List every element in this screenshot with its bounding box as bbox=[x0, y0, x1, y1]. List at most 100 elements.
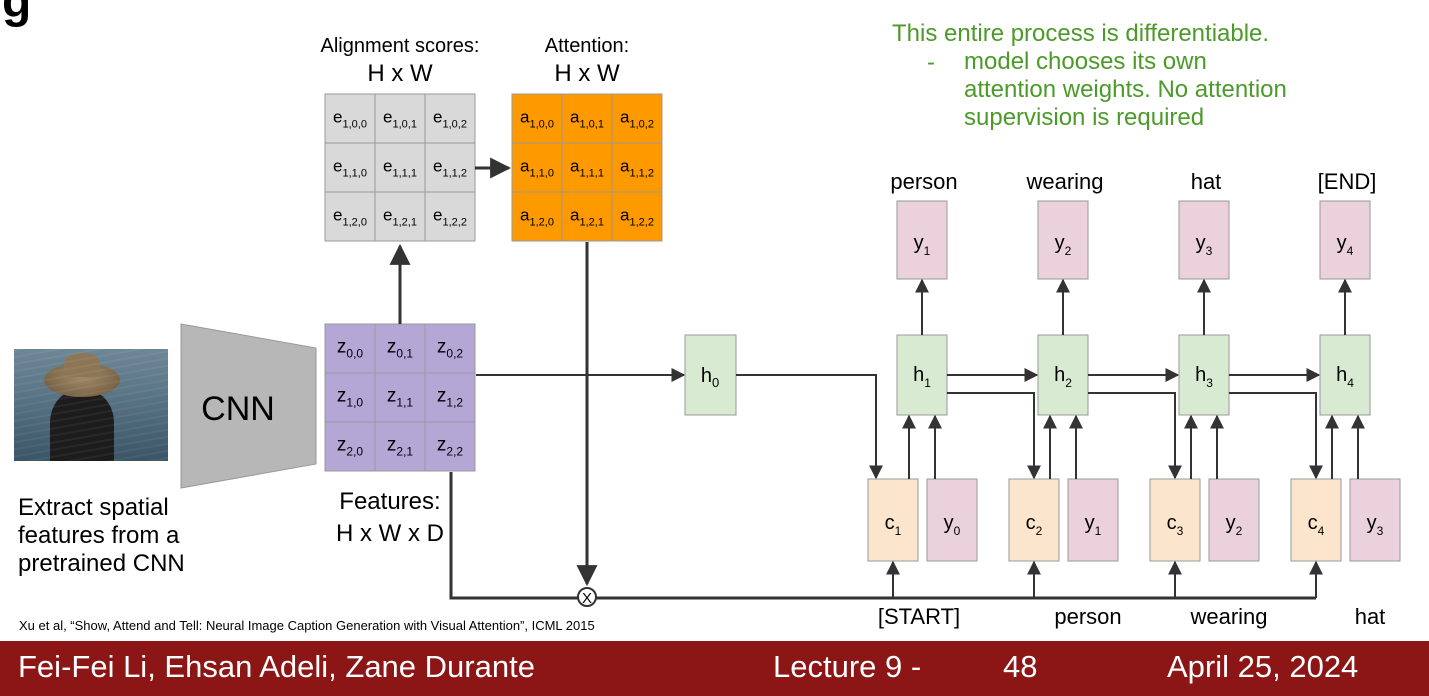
features-cell bbox=[324, 421, 376, 472]
decoder-steps: h1 y1 person c1 y0 [START] h2 y2 wearing c2 y1 pers… bbox=[867, 169, 1401, 629]
note-line-1: This entire process is differentiable. bbox=[892, 20, 1270, 47]
output-word: hat bbox=[1191, 169, 1222, 194]
features-cell bbox=[374, 323, 426, 374]
slide-title-fragment: g bbox=[2, 0, 32, 28]
input-token-box bbox=[1067, 478, 1119, 562]
arrow-hidden-to-next-context bbox=[1229, 392, 1323, 480]
extract-line-1: Extract spatial bbox=[18, 494, 169, 521]
hidden-state-label: h1 bbox=[913, 364, 931, 390]
alignment-cell-label: e1,2,2 bbox=[433, 206, 467, 229]
features-grid: z0,0 z0,1 z0,2 z1,0 z1,1 z1,2 z2,0 z2,1 z2,2 bbox=[324, 323, 476, 472]
attention-cell bbox=[511, 191, 563, 242]
attention-cell bbox=[511, 93, 563, 144]
multiply-symbol: X bbox=[582, 590, 592, 607]
features-cell-label: z2,0 bbox=[337, 435, 364, 459]
features-cell bbox=[424, 421, 476, 472]
alignment-cell bbox=[324, 142, 376, 193]
output-word: [END] bbox=[1318, 169, 1377, 194]
alignment-title: Alignment scores: bbox=[320, 35, 480, 57]
footer-bar: Fei-Fei Li, Ehsan Adeli, Zane Durante Le… bbox=[0, 641, 1429, 696]
hidden-state-label: h4 bbox=[1336, 364, 1354, 390]
alignment-cell bbox=[324, 93, 376, 144]
attention-cell bbox=[561, 191, 613, 242]
input-token-label: y0 bbox=[944, 512, 961, 538]
features-cell-label: z1,2 bbox=[437, 386, 464, 410]
input-token-box bbox=[1208, 478, 1260, 562]
attention-cell-label: a1,0,1 bbox=[570, 108, 604, 131]
attention-cell-label: a1,2,2 bbox=[620, 206, 654, 229]
attention-cell-label: a1,1,0 bbox=[520, 157, 554, 180]
note-line-4: supervision is required bbox=[964, 104, 1205, 131]
context-label: c2 bbox=[1026, 512, 1043, 538]
input-word: wearing bbox=[1189, 604, 1267, 629]
alignment-cell bbox=[374, 142, 426, 193]
features-cell bbox=[424, 372, 476, 423]
features-dims: H x W x D bbox=[336, 520, 444, 547]
photo-person-body bbox=[50, 391, 114, 461]
attention-dims: H x W bbox=[554, 60, 620, 87]
alignment-cell bbox=[424, 93, 476, 144]
differentiable-note: This entire process is differentiable. -… bbox=[892, 20, 1412, 132]
input-word: person bbox=[1054, 604, 1121, 629]
input-token-label: y2 bbox=[1226, 512, 1243, 538]
output-word: wearing bbox=[1025, 169, 1103, 194]
features-cell-label: z0,1 bbox=[387, 337, 414, 361]
features-cell-label: z1,0 bbox=[337, 386, 364, 410]
footer-page-number: 48 bbox=[1003, 649, 1038, 684]
attention-cell-label: a1,1,1 bbox=[570, 157, 604, 180]
hidden-state-box bbox=[896, 334, 948, 416]
hidden-state-box bbox=[1178, 334, 1230, 416]
hidden-state-label: h3 bbox=[1195, 364, 1213, 390]
output-box bbox=[1178, 200, 1230, 280]
cnn-label: CNN bbox=[201, 390, 275, 428]
alignment-dims: H x W bbox=[367, 60, 433, 87]
features-cell-label: z0,0 bbox=[337, 337, 364, 361]
attention-cell-label: a1,0,2 bbox=[620, 108, 654, 131]
attention-cell-label: a1,0,0 bbox=[520, 108, 554, 131]
output-label: y2 bbox=[1055, 232, 1072, 258]
line-features-to-multiply bbox=[449, 472, 578, 600]
features-cell-label: z1,1 bbox=[387, 386, 414, 410]
features-cell-label: z0,2 bbox=[437, 337, 464, 361]
alignment-cell-label: e1,1,1 bbox=[383, 157, 417, 180]
attention-cell bbox=[611, 142, 663, 193]
alignment-cell-label: e1,0,0 bbox=[333, 108, 367, 131]
alignment-cell-label: e1,2,0 bbox=[333, 206, 367, 229]
alignment-cell bbox=[424, 191, 476, 242]
note-line-3: attention weights. No attention bbox=[964, 76, 1287, 103]
features-title: Features: bbox=[339, 488, 441, 515]
input-token-label: y1 bbox=[1085, 512, 1102, 538]
footer-lecture: Lecture 9 - bbox=[773, 649, 922, 684]
input-word: [START] bbox=[878, 604, 960, 629]
footer-date: April 25, 2024 bbox=[1167, 649, 1359, 684]
arrow-hidden-to-next-context bbox=[947, 392, 1041, 480]
attention-cell bbox=[561, 93, 613, 144]
features-cell bbox=[324, 372, 376, 423]
arrow-hidden-to-next-context bbox=[1088, 392, 1182, 480]
h0-box bbox=[684, 334, 737, 416]
alignment-cell-label: e1,2,1 bbox=[383, 206, 417, 229]
alignment-cell-label: e1,1,0 bbox=[333, 157, 367, 180]
features-cell bbox=[374, 421, 426, 472]
hidden-state-box bbox=[1319, 334, 1371, 416]
photo-water-texture bbox=[14, 349, 168, 461]
hidden-state-label: h2 bbox=[1054, 364, 1072, 390]
citation: Xu et al, “Show, Attend and Tell: Neural… bbox=[19, 618, 595, 633]
input-token-box bbox=[926, 478, 978, 562]
footer-authors: Fei-Fei Li, Ehsan Adeli, Zane Durante bbox=[18, 649, 535, 684]
features-cell-label: z2,1 bbox=[387, 435, 414, 459]
features-cell-label: z2,2 bbox=[437, 435, 464, 459]
attention-cell bbox=[611, 191, 663, 242]
alignment-cell bbox=[424, 142, 476, 193]
attention-cell-label: a1,1,2 bbox=[620, 157, 654, 180]
output-word: person bbox=[890, 169, 957, 194]
attention-cell-label: a1,2,1 bbox=[570, 206, 604, 229]
extract-line-3: pretrained CNN bbox=[18, 550, 185, 577]
h0-label: h0 bbox=[701, 365, 719, 390]
input-photo bbox=[14, 349, 168, 461]
output-label: y4 bbox=[1337, 232, 1354, 258]
note-line-2: model chooses its own bbox=[964, 48, 1207, 75]
cnn-trapezoid bbox=[180, 323, 317, 489]
note-bullet-block: - model chooses its own attention weight… bbox=[892, 48, 1412, 132]
alignment-grid: e1,0,0 e1,0,1 e1,0,2 e1,1,0 e1,1,1 e1,1,2 e1,2… bbox=[324, 93, 476, 242]
